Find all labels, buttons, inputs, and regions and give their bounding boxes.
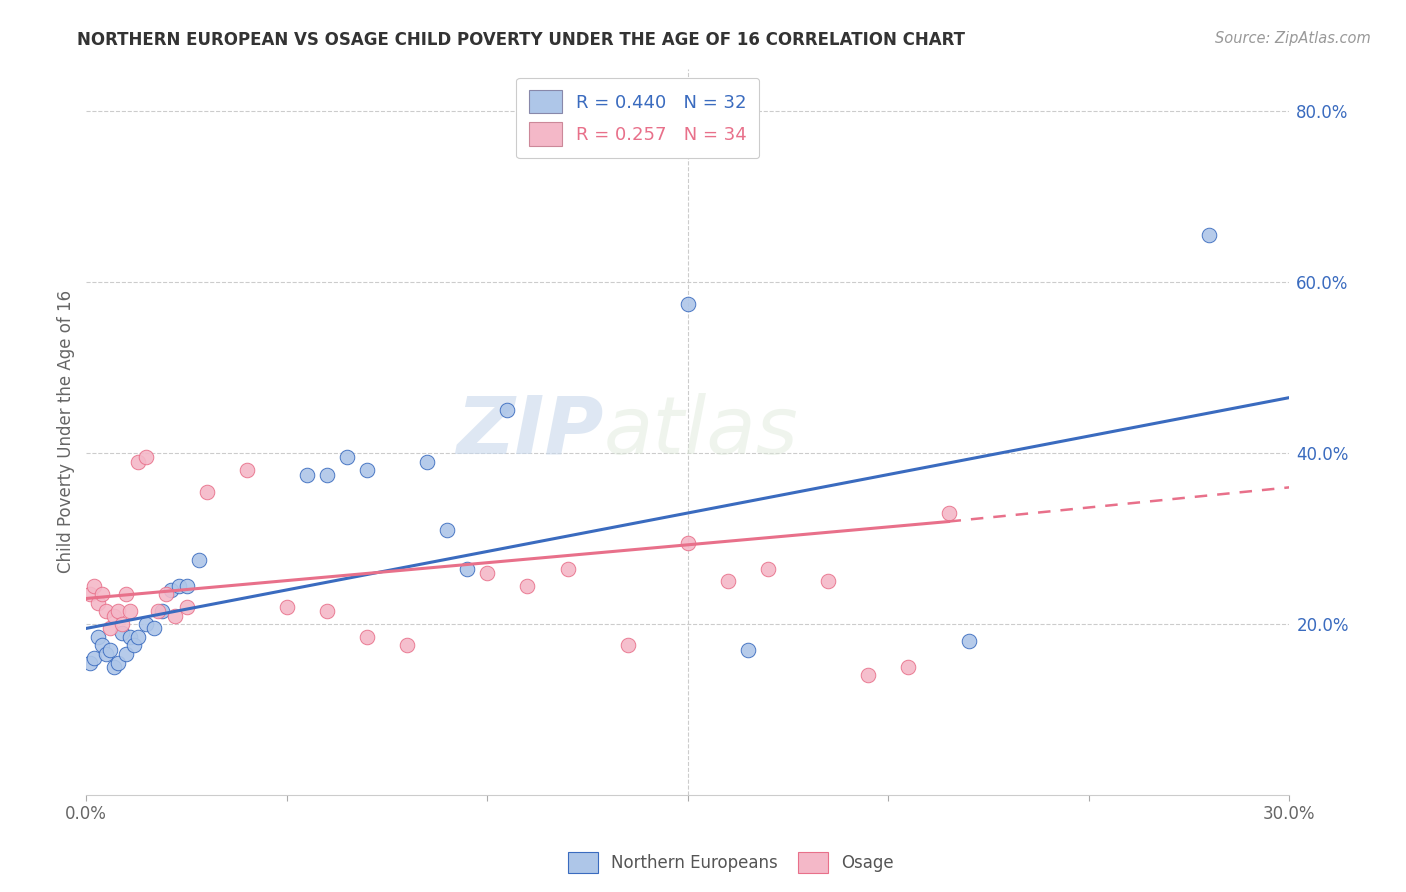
Point (87, 596, 110, 610)
Point (737, 642, 759, 657)
Text: Source: ZipAtlas.com: Source: ZipAtlas.com (1215, 31, 1371, 46)
Point (91, 587, 114, 601)
Point (176, 579, 198, 593)
Point (195, 484, 218, 499)
Point (717, 574, 740, 589)
Text: ZIP: ZIP (456, 392, 603, 471)
Point (557, 561, 579, 575)
Point (187, 553, 209, 567)
Point (897, 660, 920, 674)
Point (96, 647, 118, 661)
Point (616, 639, 638, 653)
Point (135, 450, 157, 465)
Point (135, 617, 157, 632)
Point (436, 523, 458, 537)
Point (98, 621, 121, 635)
Point (79, 587, 101, 601)
Point (120, 604, 142, 618)
Point (111, 617, 134, 632)
Point (477, 566, 499, 580)
Point (756, 561, 779, 575)
Point (79, 656, 101, 670)
Point (676, 296, 699, 310)
Point (295, 467, 318, 482)
Point (83, 651, 105, 665)
Point (416, 455, 439, 469)
Point (938, 506, 960, 520)
Point (107, 656, 129, 670)
Legend: R = 0.440   N = 32, R = 0.257   N = 34: R = 0.440 N = 32, R = 0.257 N = 34 (516, 78, 759, 158)
Point (957, 634, 980, 648)
Point (356, 630, 378, 644)
Point (496, 403, 519, 417)
Point (1198, 228, 1220, 243)
Text: atlas: atlas (603, 392, 799, 471)
Point (817, 574, 839, 589)
Point (155, 587, 177, 601)
Point (127, 630, 149, 644)
Point (96, 604, 118, 618)
Point (456, 561, 478, 575)
Point (276, 600, 298, 615)
Point (120, 630, 142, 644)
Point (159, 582, 181, 597)
Point (176, 600, 198, 615)
Point (103, 608, 125, 623)
Point (336, 450, 359, 465)
Point (316, 467, 339, 482)
Point (103, 660, 125, 674)
Point (143, 621, 166, 635)
Point (115, 587, 138, 601)
Point (316, 604, 339, 618)
Point (858, 668, 880, 682)
Point (98, 642, 121, 657)
Point (676, 536, 699, 550)
Point (152, 604, 174, 618)
Point (111, 625, 134, 640)
Point (516, 579, 538, 593)
Point (396, 639, 419, 653)
Legend: Northern Europeans, Osage: Northern Europeans, Osage (561, 846, 901, 880)
Point (235, 463, 257, 477)
Point (356, 463, 378, 477)
Point (87, 630, 110, 644)
Point (148, 604, 170, 618)
Text: NORTHERN EUROPEAN VS OSAGE CHILD POVERTY UNDER THE AGE OF 16 CORRELATION CHART: NORTHERN EUROPEAN VS OSAGE CHILD POVERTY… (77, 31, 966, 49)
Point (115, 647, 138, 661)
Point (107, 604, 129, 618)
Point (127, 455, 149, 469)
Point (124, 639, 146, 653)
Point (167, 579, 190, 593)
Y-axis label: Child Poverty Under the Age of 16: Child Poverty Under the Age of 16 (58, 290, 75, 574)
Point (163, 608, 186, 623)
Point (83, 579, 105, 593)
Point (91, 639, 114, 653)
